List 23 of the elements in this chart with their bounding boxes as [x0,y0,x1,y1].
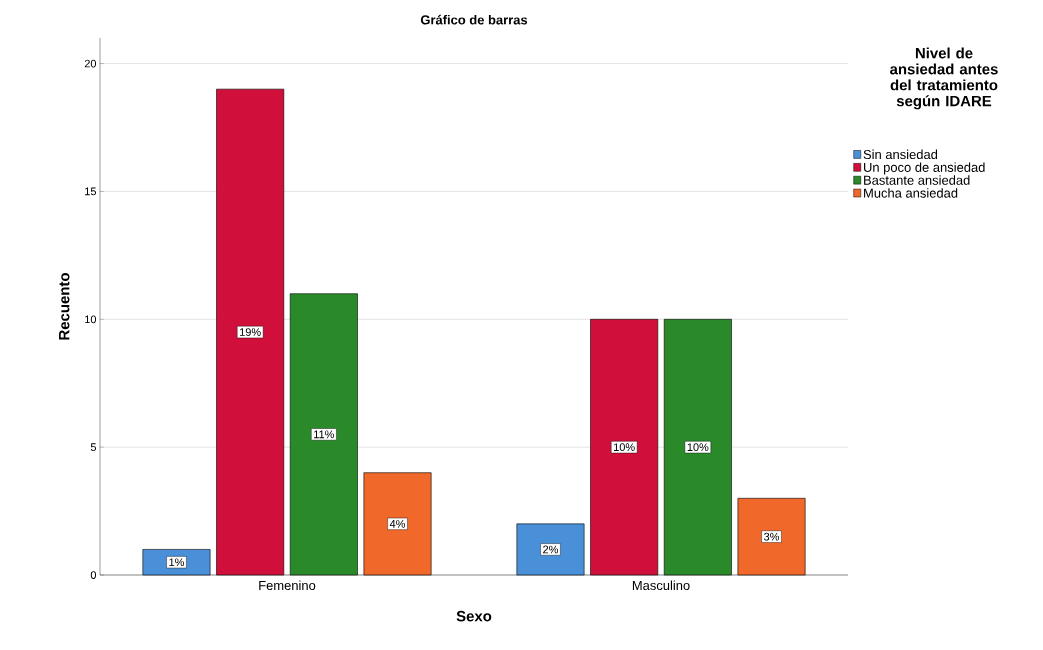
data-label: 1% [169,558,184,567]
legend-label: Mucha ansiedad [864,188,958,198]
y-tick-label: 15 [85,187,97,196]
legend-label: Un poco de ansiedad [864,162,985,175]
legend-title: Nivel de ansiedad antes del tratamiento según IDARE [890,47,998,110]
legend-label: Bastante ansiedad [864,175,970,185]
data-label: 10% [687,443,709,452]
x-tick-label: Masculino [632,580,690,591]
data-label: 3% [764,532,780,541]
data-label: 11% [314,430,334,439]
data-label: 2% [543,545,558,554]
data-label: 19% [240,328,261,336]
y-tick-label: 10 [85,315,97,324]
legend-label: Sin ansiedad [863,149,938,160]
y-axis-title: Recuento [59,273,70,340]
y-tick-label: 0 [90,571,97,579]
x-tick-label: Femenino [259,580,316,591]
y-tick-label: 5 [90,443,97,451]
data-label: 4% [389,520,406,528]
chart-title: Gráfico de barras [420,14,528,25]
data-label: 10% [614,443,635,452]
y-tick-label: 20 [84,59,97,68]
x-axis-title: Sexo [456,610,492,622]
